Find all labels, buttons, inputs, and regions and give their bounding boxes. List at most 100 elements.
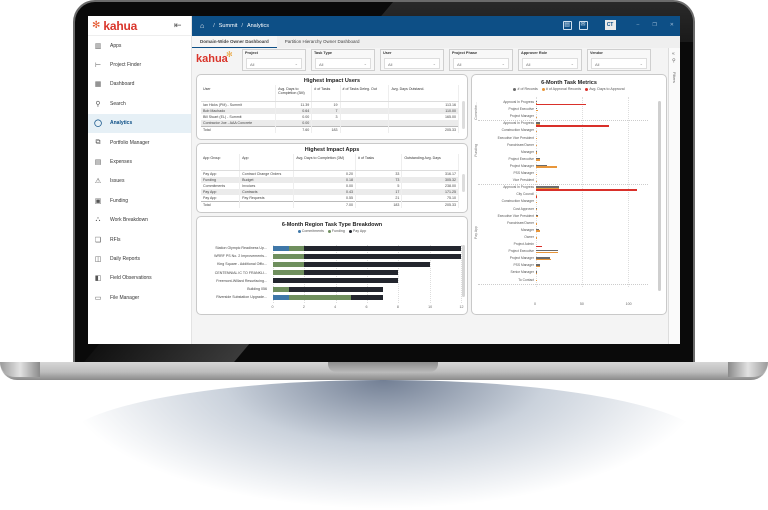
bar--of-approval-records[interactable] bbox=[536, 201, 537, 204]
bar--of-records[interactable] bbox=[536, 228, 539, 231]
bar--of-records[interactable] bbox=[536, 101, 537, 103]
sidebar-item-field-observations[interactable]: ◧ Field Observations bbox=[88, 269, 191, 288]
bar-row[interactable]: Freemont-Willard Resurfacing... bbox=[197, 278, 467, 284]
bar--of-records[interactable] bbox=[536, 271, 537, 273]
bar--of-approval-records[interactable] bbox=[536, 145, 537, 147]
mail-icon[interactable]: ✉ bbox=[578, 20, 588, 30]
sidebar-item-analytics[interactable]: ◯ Analytics bbox=[88, 113, 191, 133]
bar-segment-pay-app[interactable] bbox=[304, 245, 461, 251]
sidebar-item-rfis[interactable]: ❏ RFIs bbox=[88, 230, 191, 249]
bar--of-records[interactable] bbox=[536, 214, 538, 216]
bar-row[interactable]: Riverside Substation Upgrade... bbox=[197, 294, 467, 300]
bar--of-approval-records[interactable] bbox=[536, 280, 537, 282]
column-header[interactable]: App Group bbox=[201, 154, 241, 171]
bar--of-approval-records[interactable] bbox=[536, 230, 540, 232]
bar--of-approval-records[interactable] bbox=[536, 159, 540, 161]
bar--of-records[interactable] bbox=[536, 257, 550, 259]
bar-row[interactable]: WRRF PS No. 2 Improvements... bbox=[197, 253, 467, 259]
bar-segment-pay-app[interactable] bbox=[273, 278, 399, 284]
bar--of-approval-records[interactable] bbox=[536, 187, 559, 190]
sidebar-item-portfolio-manager[interactable]: ⧉ Portfolio Manager bbox=[88, 133, 191, 152]
column-header[interactable]: Avg. Days to Completion (3M) bbox=[275, 85, 313, 102]
slicer-dropdown[interactable]: All ⌄ bbox=[453, 58, 509, 69]
table-row[interactable]: Pay App Contract Change Orders 0.20 33 316.1… bbox=[201, 170, 459, 177]
sidebar-item-project-finder[interactable]: ⊢ Project Finder bbox=[88, 55, 191, 74]
table-row[interactable]: Funding Budget 0.18 73 305.32 bbox=[201, 176, 459, 183]
column-header[interactable]: # of Tasks Deleg. Out bbox=[340, 85, 390, 102]
legend-item[interactable]: Commitments bbox=[297, 229, 324, 233]
table-row[interactable]: Pay App Pay Requests 0.55 21 75.10 bbox=[201, 194, 459, 201]
slicer-dropdown[interactable]: All ⌄ bbox=[522, 58, 578, 69]
sidebar-item-funding[interactable]: ▣ Funding bbox=[88, 191, 191, 210]
bar-row[interactable]: CENTENNIAL IC TO FRANKLI... bbox=[197, 270, 467, 276]
column-header[interactable]: Outstanding Avg. Days bbox=[401, 154, 459, 171]
tab-domain-wide-owner-dashboard[interactable]: Domain-Wide Owner Dashboard bbox=[192, 36, 277, 48]
bar--of-approval-records[interactable] bbox=[536, 272, 537, 275]
table-row[interactable]: Pay App Contracts 0.43 17 171.25 bbox=[201, 188, 459, 195]
bar--of-records[interactable] bbox=[536, 157, 540, 160]
bar-segment-funding[interactable] bbox=[273, 286, 289, 292]
bar--of-approval-records[interactable] bbox=[536, 109, 538, 111]
bar--of-records[interactable] bbox=[536, 122, 540, 124]
bar--of-approval-records[interactable] bbox=[536, 166, 558, 168]
bar-segment-commitments[interactable] bbox=[273, 245, 289, 251]
bar-segment-funding[interactable] bbox=[273, 270, 305, 276]
bar--of-approval-records[interactable] bbox=[536, 102, 537, 104]
legend-item[interactable]: # of Records bbox=[513, 87, 538, 91]
bar--of-approval-records[interactable] bbox=[536, 180, 537, 182]
legend-item[interactable]: Pay App bbox=[348, 229, 366, 233]
bar-avg-days-to-approval[interactable] bbox=[536, 196, 537, 198]
bar-segment-funding[interactable] bbox=[273, 253, 305, 259]
slicer-dropdown[interactable]: All ⌄ bbox=[315, 58, 371, 69]
bar--of-approval-records[interactable] bbox=[536, 138, 537, 140]
sidebar-item-expenses[interactable]: ▤ Expenses bbox=[88, 152, 191, 171]
table-row[interactable]: Bob Machado 0.64 7 110.00 bbox=[201, 107, 459, 114]
bar-segment-commitments[interactable] bbox=[273, 294, 289, 300]
bar--of-approval-records[interactable] bbox=[536, 194, 537, 197]
column-header[interactable]: # of Tasks bbox=[355, 154, 403, 171]
legend-item[interactable]: Avg. Days to Approval bbox=[585, 87, 625, 91]
bar--of-records[interactable] bbox=[536, 108, 537, 110]
column-header[interactable]: Avg. Days Outstand. bbox=[388, 85, 459, 102]
bar-row[interactable]: Building 056 bbox=[197, 286, 467, 292]
bar-row[interactable]: King Square - Additional Offic... bbox=[197, 261, 467, 267]
bar-row[interactable]: Station Olympic Readiness Up... bbox=[197, 245, 467, 251]
table-row[interactable]: Contractor Joe - AAA Concrete 0.00 bbox=[201, 119, 459, 126]
bar--of-approval-records[interactable] bbox=[536, 116, 537, 119]
table-scrollbar[interactable] bbox=[462, 174, 465, 192]
column-header[interactable]: App bbox=[239, 154, 295, 171]
bar-segment-pay-app[interactable] bbox=[351, 294, 383, 300]
table-row[interactable]: Commitments Invoices 0.00 5 238.00 bbox=[201, 182, 459, 189]
bar-avg-days-to-approval[interactable] bbox=[536, 104, 587, 106]
bar-segment-pay-app[interactable] bbox=[304, 253, 461, 259]
table-scrollbar[interactable] bbox=[462, 101, 465, 129]
table-row[interactable]: Ian Hicks (PM) - Summit 11.39 19 113.16 bbox=[201, 101, 459, 108]
kahua-logo[interactable]: ✻ kahua bbox=[88, 16, 191, 36]
calculator-icon[interactable]: ▤ bbox=[562, 20, 572, 30]
sidebar-item-file-manager[interactable]: ▭ File Manager bbox=[88, 288, 191, 307]
bar-avg-days-to-approval[interactable] bbox=[536, 246, 543, 248]
column-header[interactable]: Avg. Days to Completion (3M) bbox=[293, 154, 356, 171]
bar--of-records[interactable] bbox=[536, 250, 558, 252]
bar--of-records[interactable] bbox=[536, 186, 559, 188]
expand-filters-icon[interactable]: «⚲ bbox=[672, 51, 676, 64]
bar-segment-funding[interactable] bbox=[273, 261, 305, 267]
bar--of-approval-records[interactable] bbox=[536, 223, 537, 225]
sidebar-item-apps[interactable]: ▥ Apps bbox=[88, 36, 191, 55]
close-icon[interactable]: ✕ bbox=[669, 22, 674, 28]
sidebar-item-dashboard[interactable]: ▦ Dashboard bbox=[88, 75, 191, 94]
bar--of-approval-records[interactable] bbox=[536, 209, 537, 211]
collapse-sidebar-icon[interactable]: ⇤ bbox=[174, 20, 182, 30]
bar--of-records[interactable] bbox=[536, 164, 547, 167]
bar--of-records[interactable] bbox=[536, 264, 540, 266]
bar--of-approval-records[interactable] bbox=[536, 152, 537, 154]
bar-segment-funding[interactable] bbox=[288, 294, 352, 300]
bar--of-approval-records[interactable] bbox=[536, 173, 537, 175]
bar--of-approval-records[interactable] bbox=[536, 251, 558, 253]
tab-partition-hierarchy-owner-dashboard[interactable]: Partition Hierarchy Owner Dashboard bbox=[284, 39, 360, 44]
legend-item[interactable]: # of Approval Records bbox=[541, 87, 581, 91]
legend-item[interactable]: Funding bbox=[327, 229, 345, 233]
sidebar-item-issues[interactable]: ⚠ Issues bbox=[88, 172, 191, 191]
sidebar-item-daily-reports[interactable]: ◫ Daily Reports bbox=[88, 249, 191, 268]
bar-avg-days-to-approval[interactable] bbox=[536, 189, 637, 191]
